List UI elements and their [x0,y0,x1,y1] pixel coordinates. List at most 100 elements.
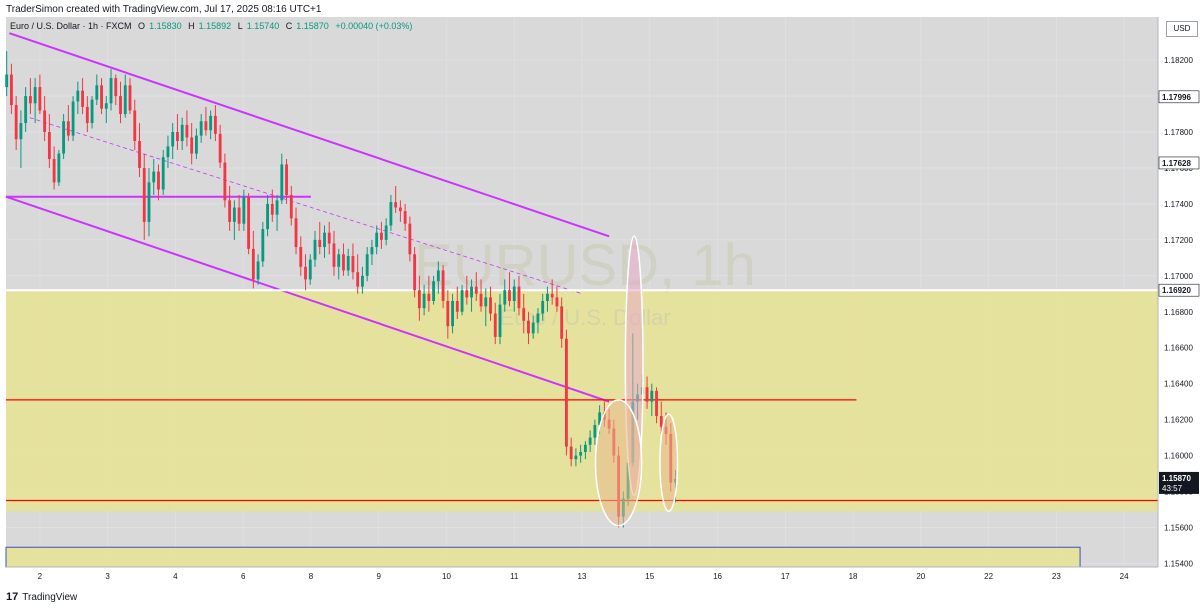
candle-body [185,124,189,138]
candle-body [441,270,445,301]
candle-body [332,243,336,267]
candle-body [659,416,663,427]
time-tick-label: 23 [1052,572,1061,581]
candle-body [588,437,592,445]
time-axis: 2 3 4 6 8 9 10 11 13 15 16 17 18 20 22 23 24 [38,572,1129,581]
candle-body [133,110,137,142]
price-tick-label: 1.17000 [1164,272,1193,281]
candle-body [90,99,94,124]
demand-zone [6,290,1158,512]
candle-body [176,132,179,142]
candle-body [560,306,564,339]
candle-body [204,121,208,131]
ohlc-low: L 1.15740 [237,21,280,31]
candle-body [266,203,269,230]
candle-body [451,300,454,327]
candle-body [593,425,597,438]
candle-body [337,254,341,267]
candle-body [522,308,526,321]
candle-body [123,85,127,115]
time-tick-label: 22 [984,572,993,581]
candle-body [484,297,488,307]
candle-body [190,137,194,154]
symbol-name[interactable]: Euro / U.S. Dollar · 1h · FXCM [10,21,132,31]
candle-body [5,74,9,88]
candle-body [85,106,89,124]
time-tick-label: 15 [645,572,654,581]
projection-zone [6,547,1081,567]
price-level-label: 1.17628 [1162,159,1191,168]
candle-body [109,78,113,104]
candle-body [251,248,255,280]
price-axis-background [1158,17,1200,592]
zones [5,290,1158,568]
annotation-ellipses [594,235,679,527]
candle-body [394,202,398,208]
candle-body [527,320,530,334]
candle-body [9,74,13,106]
candle-body [256,261,260,280]
price-level-tag [1158,283,1200,297]
candle-body [465,290,469,298]
price-tick-label: 1.16600 [1164,344,1193,353]
symbol-info-bar[interactable]: Euro / U.S. Dollar · 1h · FXCM O 1.15830 … [10,21,412,31]
candle-body [294,218,298,248]
tradingview-logo[interactable]: 17 TradingView [6,591,77,603]
candle-body [38,87,42,111]
candle-body [503,290,507,305]
upper-channel-line [9,32,610,238]
candle-body [76,90,80,102]
time-tick-label: 20 [916,572,925,581]
time-tick-label: 17 [781,572,790,581]
candle-body [313,239,317,260]
candle-body [517,286,521,309]
candle-body [95,85,99,100]
candle-body [285,164,288,195]
tradingview-brand-text: TradingView [22,591,78,603]
candle-body [142,167,146,222]
time-tick-label: 6 [241,572,246,581]
candle-body [275,200,279,215]
candle-body [323,232,326,248]
candle-body [14,105,18,140]
candle-body [171,132,175,147]
channel-midline [29,117,583,295]
candle-body [57,153,61,183]
lower-channel-line [5,195,610,403]
candle-body [237,207,241,224]
candle-body [299,247,303,267]
candle-body [408,223,412,255]
candle-body [228,200,232,222]
price-level-label: 1.17996 [1162,93,1191,102]
candle-body [422,293,426,309]
currency-button[interactable]: USD [1166,21,1198,37]
candle-body [432,281,436,301]
candle-body [427,293,431,301]
price-tick-label: 1.15600 [1164,523,1193,532]
candle-body [100,85,103,109]
candle-body [493,313,497,337]
candle-body [147,182,151,222]
candle-body [455,300,459,312]
candle-body [389,202,393,226]
ohlc-close: C 1.15870 [285,21,329,31]
tradingview-logo-icon: 17 [6,591,19,603]
price-tick-label: 1.17800 [1164,128,1193,137]
ohlc-high: H 1.15892 [188,21,232,31]
candle-body [114,78,118,97]
candle-body [413,254,417,291]
candle-body [398,207,402,212]
right-orange-ellipse [659,413,679,513]
candle-body [379,232,383,240]
time-tick-label: 8 [309,572,314,581]
time-tick-label: 13 [578,572,587,581]
candle-body [242,196,246,224]
time-tick-label: 16 [713,572,722,581]
candle-body [270,203,274,215]
ohlc-open: O 1.15830 [138,21,182,31]
candle-body [574,455,578,460]
candle-body [436,270,440,282]
candle-body [261,229,265,262]
candle-body [460,290,464,312]
